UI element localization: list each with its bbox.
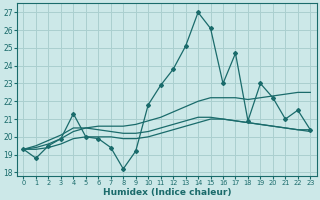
X-axis label: Humidex (Indice chaleur): Humidex (Indice chaleur): [103, 188, 231, 197]
